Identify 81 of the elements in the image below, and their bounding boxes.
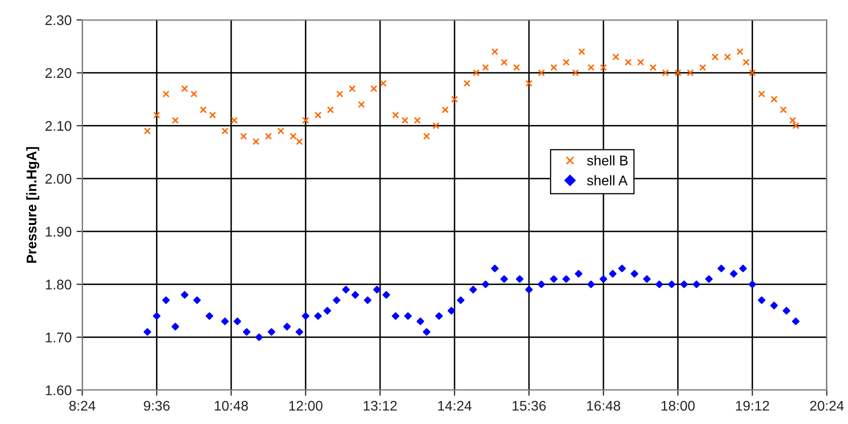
point xyxy=(758,296,766,304)
x-tick-label: 14:24 xyxy=(438,400,472,411)
point xyxy=(268,328,276,336)
x-tick-label: 12:00 xyxy=(289,400,322,411)
point xyxy=(255,333,263,341)
point xyxy=(469,286,477,294)
point xyxy=(525,286,533,294)
point xyxy=(782,306,790,315)
point xyxy=(491,264,499,272)
point xyxy=(643,275,651,283)
y-tick-label: 2.20 xyxy=(46,68,72,78)
point xyxy=(314,312,322,320)
point xyxy=(373,286,381,294)
point xyxy=(435,312,443,320)
x-tick-label: 13:12 xyxy=(364,400,397,411)
point xyxy=(705,275,713,283)
point xyxy=(500,275,508,283)
point xyxy=(221,318,229,326)
point xyxy=(324,306,332,315)
point xyxy=(351,291,360,299)
point xyxy=(718,264,726,272)
point xyxy=(180,291,188,299)
x-tick-label: 19:12 xyxy=(736,400,770,411)
point xyxy=(600,275,608,283)
point xyxy=(692,280,700,288)
point xyxy=(516,275,524,283)
point xyxy=(770,302,778,310)
x-tick-label: 10:48 xyxy=(214,400,248,411)
y-tick-label: 1.90 xyxy=(46,226,72,237)
point xyxy=(456,296,465,304)
y-axis-title: Pressure [in.HgA] xyxy=(26,147,40,263)
point xyxy=(332,296,340,304)
legend-label: shell A xyxy=(587,175,628,186)
point xyxy=(382,291,390,299)
x-tick-label: 15:36 xyxy=(512,400,546,411)
point xyxy=(562,275,570,283)
x-tick-label: 18:00 xyxy=(662,400,695,411)
y-tick-label: 1.60 xyxy=(46,385,72,396)
y-tick-label: 2.30 xyxy=(46,15,72,26)
y-tick-label: 1.80 xyxy=(46,280,72,290)
point xyxy=(416,318,424,326)
y-tick-label: 2.10 xyxy=(46,121,72,131)
point xyxy=(172,322,180,330)
point xyxy=(608,270,617,278)
point xyxy=(748,280,756,288)
point xyxy=(422,328,430,336)
point xyxy=(550,275,558,283)
point xyxy=(630,270,638,278)
point xyxy=(739,264,747,272)
point xyxy=(680,280,688,288)
point xyxy=(193,296,201,304)
point xyxy=(668,280,676,288)
point xyxy=(538,280,546,288)
point xyxy=(144,328,152,336)
point xyxy=(404,312,412,320)
point xyxy=(618,264,626,272)
point xyxy=(655,280,664,288)
point xyxy=(152,312,161,320)
point xyxy=(283,322,291,330)
point xyxy=(482,280,490,288)
point xyxy=(342,286,350,294)
point xyxy=(574,270,582,278)
point xyxy=(296,328,304,336)
x-tick-label: 20:24 xyxy=(810,400,844,411)
point xyxy=(730,270,738,278)
y-tick-label: 2.00 xyxy=(46,174,72,184)
point xyxy=(302,312,310,320)
point xyxy=(364,296,372,304)
point xyxy=(206,312,214,320)
x-tick-label: 9:36 xyxy=(144,400,170,411)
point xyxy=(162,296,170,304)
x-tick-label: 16:48 xyxy=(587,400,620,411)
point xyxy=(242,328,250,336)
y-tick-label: 1.70 xyxy=(46,332,72,342)
legend-label: shell B xyxy=(587,155,628,166)
point xyxy=(587,280,595,288)
x-tick-label: 8:24 xyxy=(69,400,96,411)
point xyxy=(792,318,800,326)
point xyxy=(448,306,456,315)
point xyxy=(392,312,400,320)
point xyxy=(234,318,242,326)
